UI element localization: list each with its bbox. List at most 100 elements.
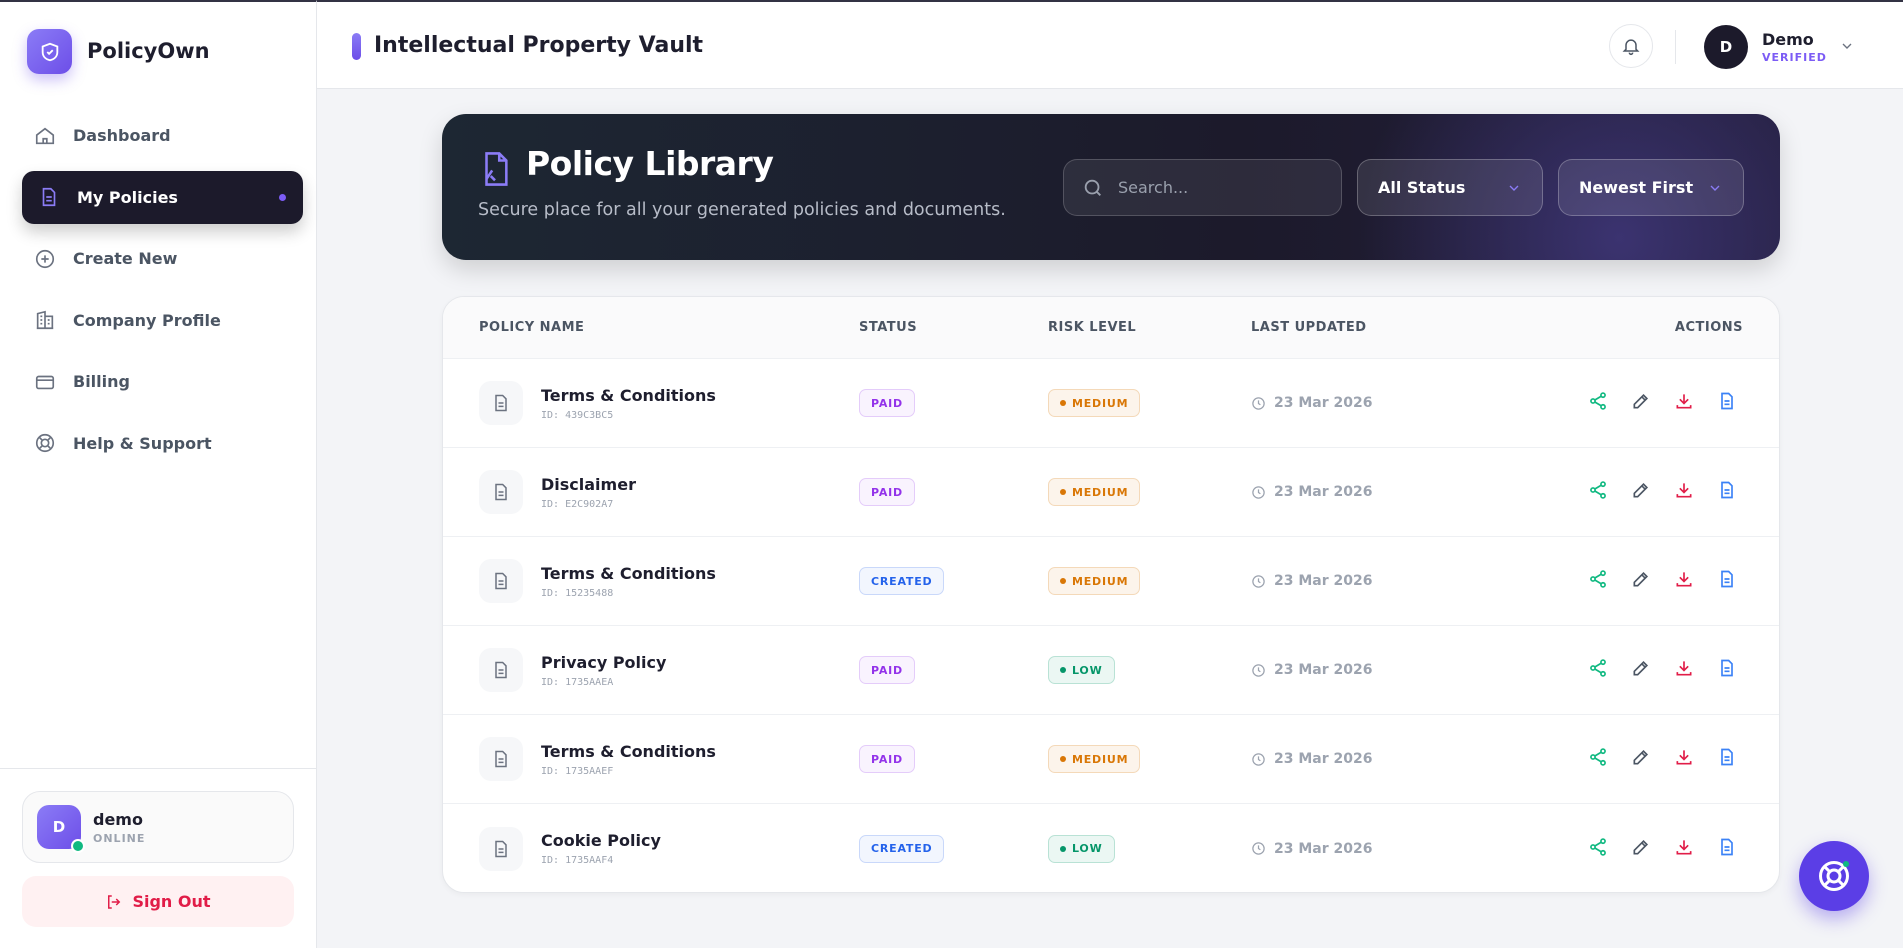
policy-name[interactable]: Cookie Policy: [541, 831, 661, 850]
share-button[interactable]: [1588, 747, 1608, 771]
icon: [1252, 485, 1265, 499]
search-box[interactable]: Search...: [1063, 159, 1342, 216]
icon: [1633, 660, 1649, 676]
user-menu-chevron[interactable]: [1839, 38, 1855, 54]
edit-button[interactable]: [1631, 391, 1651, 415]
share-button[interactable]: [1588, 391, 1608, 415]
edit-button[interactable]: [1631, 747, 1651, 771]
edit-button[interactable]: [1631, 480, 1651, 504]
library-banner: Policy Library Secure place for all your…: [442, 114, 1780, 260]
risk-dot: [1060, 667, 1066, 673]
notifications-button[interactable]: [1609, 24, 1653, 68]
icon: [1721, 570, 1733, 588]
avatar-letter: D: [52, 818, 66, 836]
icon: [1590, 837, 1606, 856]
risk-badge: MEDIUM: [1048, 389, 1141, 417]
icon: [1590, 570, 1606, 588]
status-badge: CREATED: [859, 567, 945, 595]
icon: [42, 187, 56, 207]
icon: [1633, 482, 1649, 498]
edit-button[interactable]: [1631, 837, 1651, 861]
column-header: STATUS: [859, 320, 918, 335]
policy-name[interactable]: Disclaimer: [541, 474, 636, 494]
policy-cell: Terms & Conditions ID: 439C3BC5: [479, 381, 859, 425]
policy-name[interactable]: Privacy Policy: [541, 652, 667, 672]
actions-cell: [1543, 747, 1743, 771]
help-button[interactable]: [1799, 841, 1869, 911]
download-button[interactable]: [1674, 837, 1694, 861]
icon: [36, 310, 54, 330]
user-card[interactable]: D demo ONLINE: [22, 791, 294, 863]
divider: [1675, 30, 1676, 64]
policy-id: ID: 439C3BC5: [541, 409, 614, 421]
icon: [1252, 752, 1265, 766]
logo[interactable]: [27, 29, 72, 74]
download-button[interactable]: [1674, 747, 1694, 771]
updated-cell: 23 Mar 2026: [1251, 395, 1543, 411]
sort-select[interactable]: Newest First: [1558, 159, 1744, 216]
view-button[interactable]: [1717, 569, 1737, 593]
edit-button[interactable]: [1631, 569, 1651, 593]
share-button[interactable]: [1588, 837, 1608, 861]
view-button[interactable]: [1717, 480, 1737, 504]
search-placeholder: Search...: [1118, 178, 1189, 197]
nav-item[interactable]: Create New: [22, 232, 303, 285]
user-status: VERIFIED: [1762, 51, 1827, 64]
policy-text: Disclaimer ID: E2C902A7: [541, 475, 636, 510]
icon: [1252, 663, 1265, 677]
nav-item[interactable]: Help & Support: [22, 417, 303, 470]
sign-out-button[interactable]: Sign Out: [22, 876, 294, 927]
download-button[interactable]: [1674, 569, 1694, 593]
download-button[interactable]: [1674, 391, 1694, 415]
nav-item[interactable]: Dashboard: [22, 109, 303, 162]
sign-out-label: Sign Out: [132, 892, 211, 911]
status-badge: PAID: [859, 389, 915, 417]
share-button[interactable]: [1588, 569, 1608, 593]
risk-label: MEDIUM: [1072, 752, 1129, 766]
table-row: Privacy Policy ID: 1735AAEA PAID LOW 23 Mar …: [443, 626, 1779, 715]
view-button[interactable]: [1717, 747, 1737, 771]
share-button[interactable]: [1588, 480, 1608, 504]
nav-item[interactable]: Billing: [22, 355, 303, 408]
nav-item[interactable]: Company Profile: [22, 294, 303, 347]
user-status: ONLINE: [93, 831, 146, 845]
status-cell: PAID: [859, 656, 1048, 684]
edit-button[interactable]: [1631, 658, 1651, 682]
download-button[interactable]: [1674, 480, 1694, 504]
view-button[interactable]: [1717, 658, 1737, 682]
user-name: Demo: [1762, 30, 1814, 49]
updated-cell: 23 Mar 2026: [1251, 751, 1543, 767]
nav-item[interactable]: My Policies: [22, 170, 303, 224]
icon: [495, 661, 507, 679]
policy-name[interactable]: Terms & Conditions: [541, 741, 716, 761]
share-button[interactable]: [1588, 658, 1608, 682]
icon: [1721, 838, 1733, 855]
policy-name[interactable]: Terms & Conditions: [541, 563, 716, 583]
actions-cell: [1543, 837, 1743, 861]
risk-cell: LOW: [1048, 656, 1251, 684]
icon: [495, 840, 507, 857]
icon: [1633, 839, 1649, 854]
view-button[interactable]: [1717, 837, 1737, 861]
status-filter[interactable]: All Status: [1357, 159, 1543, 216]
status-cell: PAID: [859, 389, 1048, 417]
library-icon: [485, 152, 508, 186]
actions-cell: [1543, 569, 1743, 593]
risk-cell: MEDIUM: [1048, 745, 1251, 773]
icon: [1084, 179, 1101, 196]
policy-name[interactable]: Terms & Conditions: [541, 385, 716, 405]
avatar[interactable]: D: [1704, 25, 1748, 69]
download-button[interactable]: [1674, 658, 1694, 682]
policy-cell: Terms & Conditions ID: 15235488: [479, 559, 859, 603]
policy-id: ID: E2C902A7: [541, 498, 614, 510]
icon: [1676, 483, 1692, 498]
status-filter-label: All Status: [1378, 178, 1466, 197]
status-badge: PAID: [859, 478, 915, 506]
updated-cell: 23 Mar 2026: [1251, 484, 1543, 500]
risk-badge: MEDIUM: [1048, 745, 1141, 773]
actions-cell: [1543, 658, 1743, 682]
view-button[interactable]: [1717, 391, 1737, 415]
policy-text: Terms & Conditions ID: 439C3BC5: [541, 386, 716, 421]
icon: [1633, 393, 1649, 409]
risk-cell: MEDIUM: [1048, 389, 1251, 417]
